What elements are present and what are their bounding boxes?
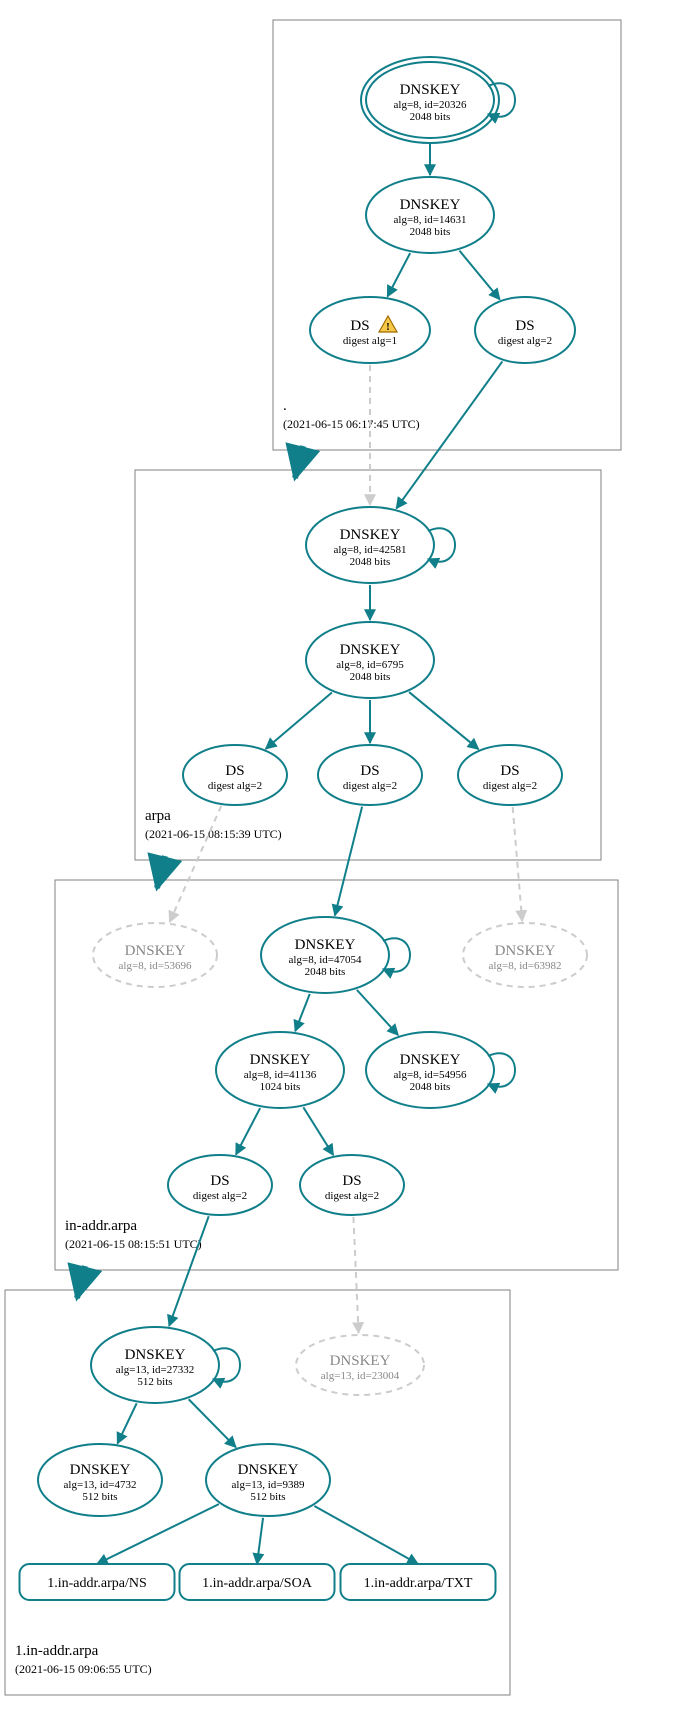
- node-one_ghost: DNSKEYalg=13, id=23004: [296, 1335, 424, 1395]
- svg-text:(2021-06-15 06:17:45 UTC): (2021-06-15 06:17:45 UTC): [283, 417, 420, 431]
- svg-text:DS: DS: [350, 318, 369, 334]
- svg-text:alg=8, id=6795: alg=8, id=6795: [336, 659, 404, 671]
- svg-text:(2021-06-15 09:06:55 UTC): (2021-06-15 09:06:55 UTC): [15, 1662, 152, 1676]
- svg-text:DNSKEY: DNSKEY: [330, 1353, 391, 1369]
- svg-text:DNSKEY: DNSKEY: [125, 1347, 186, 1363]
- svg-text:alg=8, id=54956: alg=8, id=54956: [394, 1069, 467, 1081]
- node-one_zsk_b: DNSKEYalg=13, id=9389512 bits: [206, 1444, 330, 1516]
- svg-text:digest alg=1: digest alg=1: [343, 335, 397, 347]
- svg-text:DNSKEY: DNSKEY: [250, 1052, 311, 1068]
- svg-text:alg=13, id=4732: alg=13, id=4732: [64, 1479, 137, 1491]
- rr-rr_txt: 1.in-addr.arpa/TXT: [341, 1564, 496, 1600]
- node-root_ds2: DSdigest alg=2: [475, 297, 575, 363]
- svg-text:!: !: [386, 321, 390, 333]
- node-arpa_zsk: DNSKEYalg=8, id=67952048 bits: [306, 622, 434, 698]
- svg-text:digest alg=2: digest alg=2: [325, 1190, 379, 1202]
- svg-text:1.in-addr.arpa: 1.in-addr.arpa: [15, 1643, 99, 1659]
- svg-text:alg=8, id=47054: alg=8, id=47054: [289, 954, 362, 966]
- svg-text:512 bits: 512 bits: [82, 1491, 117, 1503]
- svg-text:alg=8, id=42581: alg=8, id=42581: [334, 544, 407, 556]
- svg-text:DS: DS: [225, 763, 244, 779]
- svg-text:alg=8, id=20326: alg=8, id=20326: [394, 99, 467, 111]
- svg-text:1.in-addr.arpa/NS: 1.in-addr.arpa/NS: [47, 1576, 147, 1591]
- svg-text:DNSKEY: DNSKEY: [400, 82, 461, 98]
- nodes: DNSKEYalg=8, id=203262048 bitsDNSKEYalg=…: [38, 57, 587, 1516]
- svg-text:in-addr.arpa: in-addr.arpa: [65, 1218, 137, 1234]
- svg-text:arpa: arpa: [145, 808, 171, 824]
- svg-text:digest alg=2: digest alg=2: [343, 780, 397, 792]
- rr-rr_ns: 1.in-addr.arpa/NS: [20, 1564, 175, 1600]
- svg-text:DNSKEY: DNSKEY: [495, 943, 556, 959]
- svg-text:alg=13, id=27332: alg=13, id=27332: [116, 1364, 194, 1376]
- dnssec-chain-diagram: . (2021-06-15 06:17:45 UTC) arpa (2021-06-1…: [0, 0, 673, 1713]
- svg-text:(2021-06-15 08:15:39 UTC): (2021-06-15 08:15:39 UTC): [145, 827, 282, 841]
- node-in_ds_b: DSdigest alg=2: [300, 1155, 404, 1215]
- node-one_ksk: DNSKEYalg=13, id=27332512 bits: [91, 1327, 240, 1403]
- node-in_ghost_l: DNSKEYalg=8, id=53696: [93, 923, 217, 987]
- svg-text:DNSKEY: DNSKEY: [400, 197, 461, 213]
- svg-text:DS: DS: [342, 1173, 361, 1189]
- svg-text:1.in-addr.arpa/SOA: 1.in-addr.arpa/SOA: [202, 1576, 313, 1591]
- svg-text:512 bits: 512 bits: [250, 1491, 285, 1503]
- node-arpa_ds_a: DSdigest alg=2: [183, 745, 287, 805]
- svg-text:alg=13, id=9389: alg=13, id=9389: [232, 1479, 305, 1491]
- svg-text:1.in-addr.arpa/TXT: 1.in-addr.arpa/TXT: [364, 1576, 473, 1591]
- node-root_ksk: DNSKEYalg=8, id=203262048 bits: [361, 57, 515, 143]
- svg-text:2048 bits: 2048 bits: [410, 111, 451, 123]
- svg-text:2048 bits: 2048 bits: [410, 226, 451, 238]
- svg-text:digest alg=2: digest alg=2: [483, 780, 537, 792]
- svg-text:512 bits: 512 bits: [137, 1376, 172, 1388]
- svg-text:alg=8, id=41136: alg=8, id=41136: [244, 1069, 317, 1081]
- svg-text:DNSKEY: DNSKEY: [125, 943, 186, 959]
- svg-text:2048 bits: 2048 bits: [305, 966, 346, 978]
- node-in_ksk2: DNSKEYalg=8, id=549562048 bits: [366, 1032, 515, 1108]
- node-root_ds1: DS! digest alg=1: [310, 297, 430, 363]
- svg-text:2048 bits: 2048 bits: [350, 556, 391, 568]
- svg-text:alg=8, id=14631: alg=8, id=14631: [394, 214, 467, 226]
- svg-text:DNSKEY: DNSKEY: [295, 937, 356, 953]
- svg-text:DNSKEY: DNSKEY: [238, 1462, 299, 1478]
- node-root_zsk: DNSKEYalg=8, id=146312048 bits: [366, 177, 494, 253]
- svg-text:digest alg=2: digest alg=2: [193, 1190, 247, 1202]
- node-in_zsk: DNSKEYalg=8, id=411361024 bits: [216, 1032, 344, 1108]
- rr-rr_soa: 1.in-addr.arpa/SOA: [180, 1564, 335, 1600]
- svg-text:2048 bits: 2048 bits: [350, 671, 391, 683]
- svg-text:2048 bits: 2048 bits: [410, 1081, 451, 1093]
- svg-text:(2021-06-15 08:15:51 UTC): (2021-06-15 08:15:51 UTC): [65, 1237, 202, 1251]
- node-arpa_ksk: DNSKEYalg=8, id=425812048 bits: [306, 507, 455, 583]
- node-arpa_ds_b: DSdigest alg=2: [318, 745, 422, 805]
- svg-text:DNSKEY: DNSKEY: [340, 527, 401, 543]
- node-one_zsk_a: DNSKEYalg=13, id=4732512 bits: [38, 1444, 162, 1516]
- svg-text:DS: DS: [210, 1173, 229, 1189]
- svg-text:DS: DS: [360, 763, 379, 779]
- svg-text:digest alg=2: digest alg=2: [498, 335, 552, 347]
- svg-text:DS: DS: [500, 763, 519, 779]
- node-arpa_ds_c: DSdigest alg=2: [458, 745, 562, 805]
- svg-text:.: .: [283, 398, 287, 414]
- svg-text:DNSKEY: DNSKEY: [340, 642, 401, 658]
- svg-text:DNSKEY: DNSKEY: [400, 1052, 461, 1068]
- svg-text:alg=8, id=53696: alg=8, id=53696: [119, 960, 192, 972]
- svg-text:1024 bits: 1024 bits: [260, 1081, 301, 1093]
- svg-text:DNSKEY: DNSKEY: [70, 1462, 131, 1478]
- node-in_ksk: DNSKEYalg=8, id=470542048 bits: [261, 917, 410, 993]
- svg-text:DS: DS: [515, 318, 534, 334]
- svg-text:alg=8, id=63982: alg=8, id=63982: [489, 960, 562, 972]
- node-in_ds_a: DSdigest alg=2: [168, 1155, 272, 1215]
- node-in_ghost_r: DNSKEYalg=8, id=63982: [463, 923, 587, 987]
- svg-text:alg=13, id=23004: alg=13, id=23004: [321, 1370, 400, 1382]
- svg-text:digest alg=2: digest alg=2: [208, 780, 262, 792]
- rrsets: 1.in-addr.arpa/NS 1.in-addr.arpa/SOA 1.in-…: [20, 1564, 496, 1600]
